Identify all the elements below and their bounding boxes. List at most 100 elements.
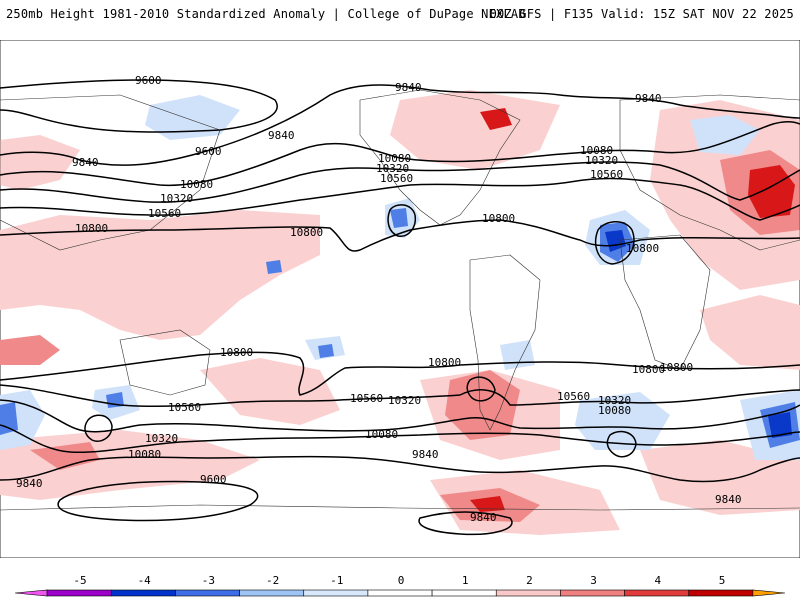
- anomaly-negative-area: [390, 208, 408, 228]
- anomaly-colorbar: -5 -4 -3 -2 -1 0 1 2 3 4 5: [14, 574, 786, 597]
- colorbar-tick-label: 2: [526, 574, 533, 587]
- anomaly-positive-area: [480, 108, 512, 130]
- colorbar-segment: [624, 589, 690, 597]
- contour-label: 9840: [715, 493, 742, 506]
- contour-label: 10800: [626, 242, 659, 255]
- colorbar-segment: [688, 589, 754, 597]
- colorbar-segment: [431, 589, 497, 597]
- model-valid-time: 00Z GFS | F135 Valid: 15Z SAT NOV 22 202…: [489, 7, 794, 21]
- contour-label: 9600: [195, 145, 222, 158]
- contour-9840-south: [0, 455, 800, 483]
- colorbar-tick-label: 3: [590, 574, 597, 587]
- anomaly-positive-area: [390, 90, 560, 170]
- contour-label: 9600: [200, 473, 227, 486]
- height-contours: [0, 79, 800, 536]
- contour-label: 9600: [135, 74, 162, 87]
- contour-label: 9840: [16, 477, 43, 490]
- coastline-antarctica: [0, 504, 800, 511]
- contour-9600-north: [0, 79, 278, 133]
- contour-label: 10560: [148, 207, 181, 220]
- colorbar-segment: [239, 589, 305, 597]
- contour-label: 10320: [160, 192, 193, 205]
- contour-label: 10560: [590, 168, 623, 181]
- contour-10800-north: [0, 219, 800, 252]
- contour-label: 10560: [350, 392, 383, 405]
- anomaly-positive-area: [700, 295, 800, 370]
- contour-label: 10080: [580, 144, 613, 157]
- contour-9840-antarctic: [418, 511, 513, 536]
- anomaly-positive-area: [650, 100, 800, 290]
- colorbar-segments: [14, 589, 786, 597]
- colorbar-tick-label: 0: [398, 574, 405, 587]
- anomaly-negative-area: [768, 412, 792, 438]
- contour-label: 10320: [585, 154, 618, 167]
- anomaly-positive-area: [748, 165, 795, 218]
- colorbar-tick-labels: -5 -4 -3 -2 -1 0 1 2 3 4 5: [73, 574, 725, 587]
- contour-10080-north: [0, 121, 800, 187]
- anomaly-positive-area: [470, 496, 505, 512]
- contour-label: 9840: [72, 156, 99, 169]
- anomaly-negative-area: [266, 260, 282, 274]
- colorbar-segment: [303, 589, 369, 597]
- anomaly-positive-area: [0, 135, 80, 190]
- colorbar-tick-label: 5: [719, 574, 726, 587]
- contour-label: 10560: [380, 172, 413, 185]
- contour-10560-north: [0, 177, 800, 221]
- contour-closed-low-south-pacific: [84, 414, 113, 442]
- contour-label: 10320: [388, 394, 421, 407]
- contour-closed-low-east-pacific: [387, 204, 417, 237]
- contour-label: 10800: [482, 212, 515, 225]
- contour-label: 10800: [290, 226, 323, 239]
- colorbar-tick-label: 1: [462, 574, 469, 587]
- contour-label: 9840: [470, 511, 497, 524]
- colorbar-segment: [495, 589, 561, 597]
- contour-label: 9840: [395, 81, 422, 94]
- anomaly-positive-area: [30, 442, 100, 470]
- colorbar-segment: [367, 589, 433, 597]
- anomaly-negative-area: [318, 344, 334, 358]
- contour-label: 10800: [428, 356, 461, 369]
- colorbar-segment: [175, 589, 240, 597]
- coastlines: [0, 89, 800, 511]
- coastline-africa: [619, 234, 711, 371]
- colorbar-segment: [46, 589, 112, 597]
- contour-label: 10800: [660, 361, 693, 374]
- anomaly-negative-area: [0, 402, 18, 435]
- contour-label: 10560: [168, 401, 201, 414]
- colorbar-tick-label: -3: [202, 574, 215, 587]
- coastline-australia: [119, 329, 211, 396]
- colorbar-segment: [560, 589, 625, 597]
- contour-label: 9840: [635, 92, 662, 105]
- map-title: 250mb Height 1981-2010 Standardized Anom…: [6, 7, 526, 21]
- contour-closed-low-north-atlantic: [594, 221, 635, 265]
- contour-10320-north: [0, 161, 800, 203]
- contour-label: 10080: [128, 448, 161, 461]
- contour-label: 10560: [557, 390, 590, 403]
- contour-label: 10080: [180, 178, 213, 191]
- contour-label: 10320: [376, 162, 409, 175]
- anomaly-negative-area: [690, 115, 760, 155]
- coastline-south-america: [469, 254, 541, 431]
- colorbar-tick-label: -1: [330, 574, 343, 587]
- world-map-plot: 9600 9840 9840 9840 9600 9840 10080 1032…: [0, 40, 800, 558]
- contour-10560-south: [0, 384, 800, 407]
- contour-label: 9840: [268, 129, 295, 142]
- contour-label: 10080: [378, 152, 411, 165]
- contour-label: 9840: [412, 448, 439, 461]
- positive-anomaly-shading: [0, 90, 800, 535]
- coastline-eurasia: [619, 94, 800, 251]
- anomaly-positive-area: [200, 358, 340, 425]
- colorbar-tick-label: 4: [654, 574, 661, 587]
- contour-10320-south: [0, 399, 800, 433]
- contour-label: 10080: [598, 404, 631, 417]
- anomaly-positive-area: [0, 210, 320, 340]
- negative-anomaly-shading: [0, 95, 800, 460]
- colorbar-tick-label: -4: [138, 574, 152, 587]
- contour-label: 10800: [220, 346, 253, 359]
- contour-closed-high-south-america: [466, 376, 496, 402]
- colorbar-segment: [14, 589, 48, 597]
- anomaly-negative-area: [575, 392, 670, 450]
- contour-closed-southern-ocean: [606, 430, 637, 458]
- contour-labels: 9600 9840 9840 9840 9600 9840 10080 1032…: [16, 74, 742, 524]
- anomaly-positive-area: [0, 335, 60, 365]
